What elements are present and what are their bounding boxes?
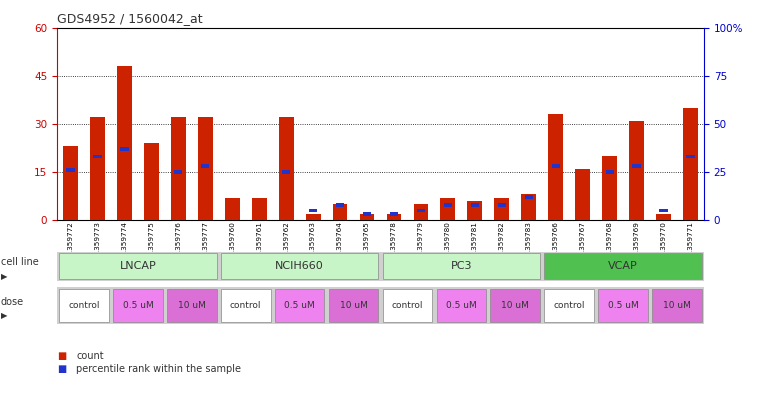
Bar (120, 147, 129, 151)
Text: 10 uM: 10 uM (178, 301, 205, 310)
Bar (198, 118, 213, 220)
Bar (683, 108, 698, 220)
Text: dose: dose (1, 297, 24, 307)
Bar (333, 204, 348, 220)
Bar (171, 118, 186, 220)
Bar (59, 289, 109, 322)
Bar (275, 289, 324, 322)
Bar (66, 168, 75, 172)
Text: cell line: cell line (1, 257, 39, 267)
Text: PC3: PC3 (451, 261, 472, 271)
Bar (444, 203, 452, 207)
Bar (552, 164, 560, 168)
Bar (441, 198, 455, 220)
Text: control: control (392, 301, 423, 310)
Bar (201, 164, 209, 168)
Bar (544, 289, 594, 322)
Bar (221, 253, 378, 279)
Bar (495, 198, 509, 220)
Bar (656, 214, 671, 220)
Bar (524, 195, 533, 199)
Text: 10 uM: 10 uM (663, 301, 691, 310)
Bar (63, 146, 78, 220)
Text: ▶: ▶ (1, 311, 8, 320)
Text: GDS4952 / 1560042_at: GDS4952 / 1560042_at (57, 12, 202, 25)
Bar (632, 164, 641, 168)
Bar (360, 214, 374, 220)
Text: 0.5 uM: 0.5 uM (608, 301, 638, 310)
Bar (279, 118, 294, 220)
Bar (629, 121, 644, 220)
Bar (144, 143, 159, 220)
Text: control: control (230, 301, 262, 310)
Text: ■: ■ (57, 351, 66, 361)
Bar (221, 289, 271, 322)
Text: 10 uM: 10 uM (501, 301, 529, 310)
Bar (413, 204, 428, 220)
Text: 0.5 uM: 0.5 uM (446, 301, 476, 310)
Bar (544, 253, 702, 279)
Text: ■: ■ (57, 364, 66, 375)
Text: VCAP: VCAP (608, 261, 638, 271)
Bar (363, 212, 371, 216)
Text: ▶: ▶ (1, 272, 8, 281)
Text: LNCAP: LNCAP (119, 261, 156, 271)
Bar (167, 289, 217, 322)
Bar (437, 289, 486, 322)
Bar (548, 114, 563, 220)
Text: 0.5 uM: 0.5 uM (285, 301, 315, 310)
Bar (309, 209, 317, 212)
Bar (660, 209, 667, 212)
Bar (652, 289, 702, 322)
Bar (387, 214, 401, 220)
Bar (602, 156, 617, 220)
Bar (575, 169, 590, 220)
Bar (117, 66, 132, 220)
Text: control: control (553, 301, 585, 310)
Bar (467, 201, 482, 220)
Text: 0.5 uM: 0.5 uM (123, 301, 153, 310)
Bar (113, 289, 163, 322)
Bar (90, 118, 105, 220)
Bar (606, 170, 613, 174)
Bar (383, 289, 432, 322)
Bar (329, 289, 378, 322)
Text: NCIH660: NCIH660 (275, 261, 324, 271)
Text: control: control (68, 301, 100, 310)
Bar (336, 203, 344, 207)
Bar (94, 154, 101, 158)
Bar (521, 195, 537, 220)
Bar (417, 209, 425, 212)
Bar (498, 203, 506, 207)
Bar (59, 253, 217, 279)
Bar (282, 170, 290, 174)
Bar (471, 203, 479, 207)
Text: percentile rank within the sample: percentile rank within the sample (76, 364, 241, 375)
Bar (383, 253, 540, 279)
Bar (390, 212, 398, 216)
Bar (174, 170, 183, 174)
Text: count: count (76, 351, 103, 361)
Bar (224, 198, 240, 220)
Bar (252, 198, 266, 220)
Text: 10 uM: 10 uM (339, 301, 368, 310)
Bar (686, 154, 695, 158)
Bar (306, 214, 320, 220)
Bar (598, 289, 648, 322)
Bar (490, 289, 540, 322)
